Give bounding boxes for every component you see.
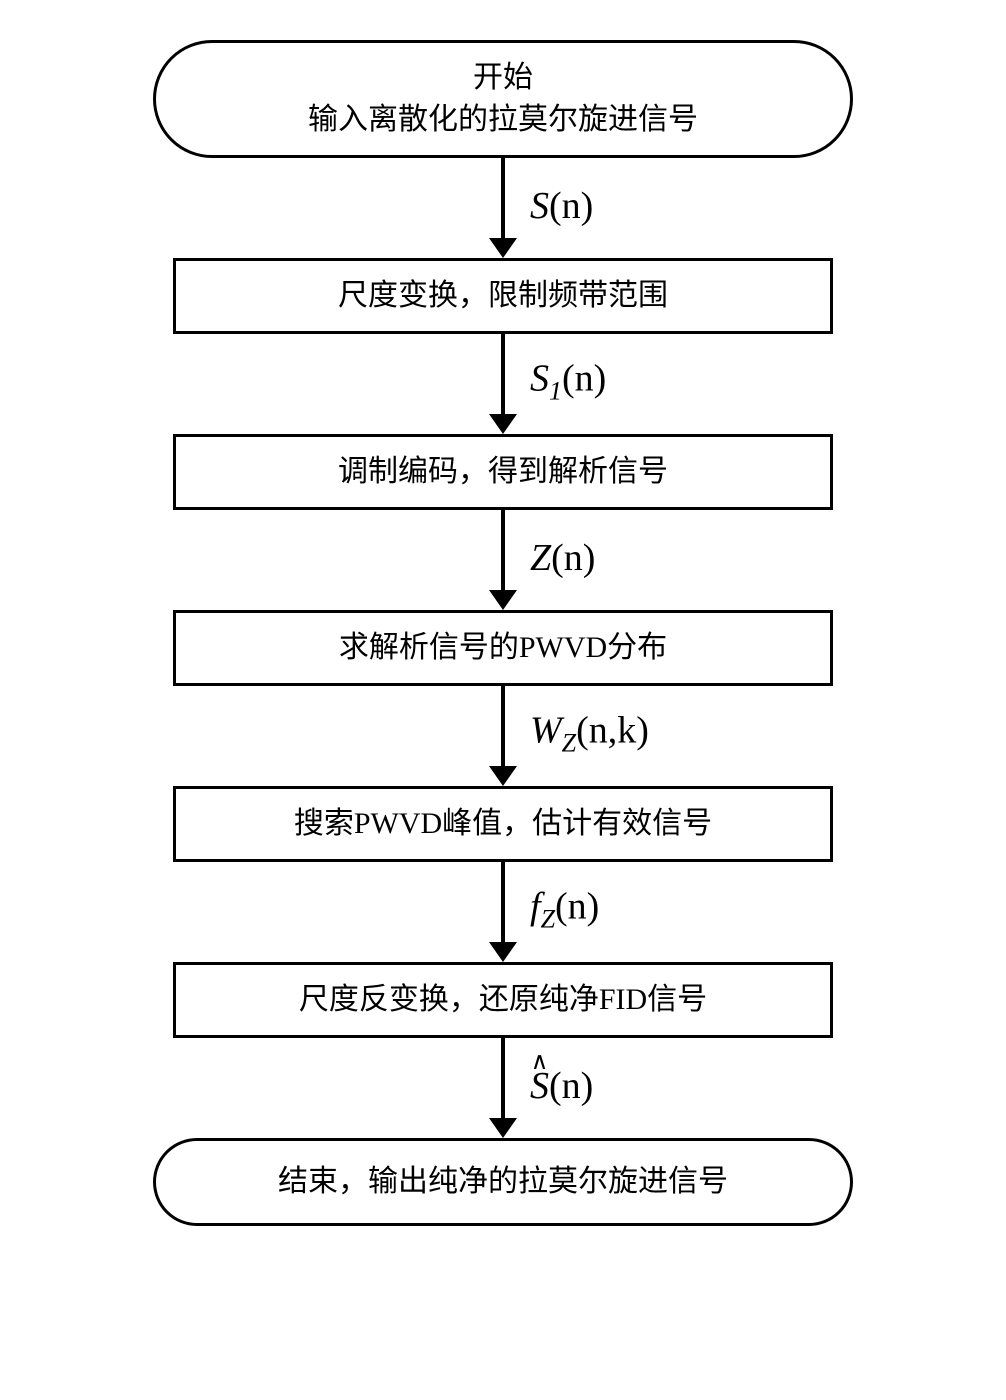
arrow-line: [501, 510, 505, 590]
edge-4: fZ(n): [128, 862, 878, 962]
node-scale: 尺度变换，限制频带范围: [173, 258, 833, 334]
edge-5: ∧S(n): [128, 1038, 878, 1138]
node-text: 尺度反变换，还原纯净FID信号: [200, 979, 806, 1021]
flowchart-container: 开始 输入离散化的拉莫尔旋进信号 S(n) 尺度变换，限制频带范围 S1(n) …: [128, 40, 878, 1226]
node-text: 开始: [180, 57, 826, 99]
arrow-line: [501, 334, 505, 414]
edge-0: S(n): [128, 158, 878, 258]
edge-3: WZ(n,k): [128, 686, 878, 786]
arrow-line: [501, 158, 505, 238]
hat-symbol: ∧: [531, 1050, 549, 1074]
arrow-line: [501, 686, 505, 766]
arrow-line: [501, 862, 505, 942]
node-text: 输入离散化的拉莫尔旋进信号: [180, 99, 826, 141]
node-text: 调制编码，得到解析信号: [200, 451, 806, 493]
node-text: 结束，输出纯净的拉莫尔旋进信号: [186, 1161, 820, 1203]
node-text: 求解析信号的PWVD分布: [200, 627, 806, 669]
node-pwvd: 求解析信号的PWVD分布: [173, 610, 833, 686]
arrow-head: [489, 590, 517, 610]
edge-1: S1(n): [128, 334, 878, 434]
arrow-line: [501, 1038, 505, 1118]
edge-label: Z(n): [518, 536, 595, 580]
edge-label: ∧S(n): [518, 1064, 593, 1108]
edge-label: S(n): [518, 184, 593, 228]
node-text: 搜索PWVD峰值，估计有效信号: [200, 803, 806, 845]
arrow-head: [489, 414, 517, 434]
edge-label: fZ(n): [518, 885, 599, 935]
node-inverse: 尺度反变换，还原纯净FID信号: [173, 962, 833, 1038]
arrow-head: [489, 1118, 517, 1138]
arrow-head: [489, 942, 517, 962]
node-modulate: 调制编码，得到解析信号: [173, 434, 833, 510]
node-text: 尺度变换，限制频带范围: [200, 275, 806, 317]
node-search: 搜索PWVD峰值，估计有效信号: [173, 786, 833, 862]
edge-label: WZ(n,k): [518, 709, 649, 759]
edge-label: S1(n): [518, 357, 606, 407]
arrow-head: [489, 238, 517, 258]
arrow-head: [489, 766, 517, 786]
node-start: 开始 输入离散化的拉莫尔旋进信号: [153, 40, 853, 158]
edge-2: Z(n): [128, 510, 878, 610]
node-end: 结束，输出纯净的拉莫尔旋进信号: [153, 1138, 853, 1226]
